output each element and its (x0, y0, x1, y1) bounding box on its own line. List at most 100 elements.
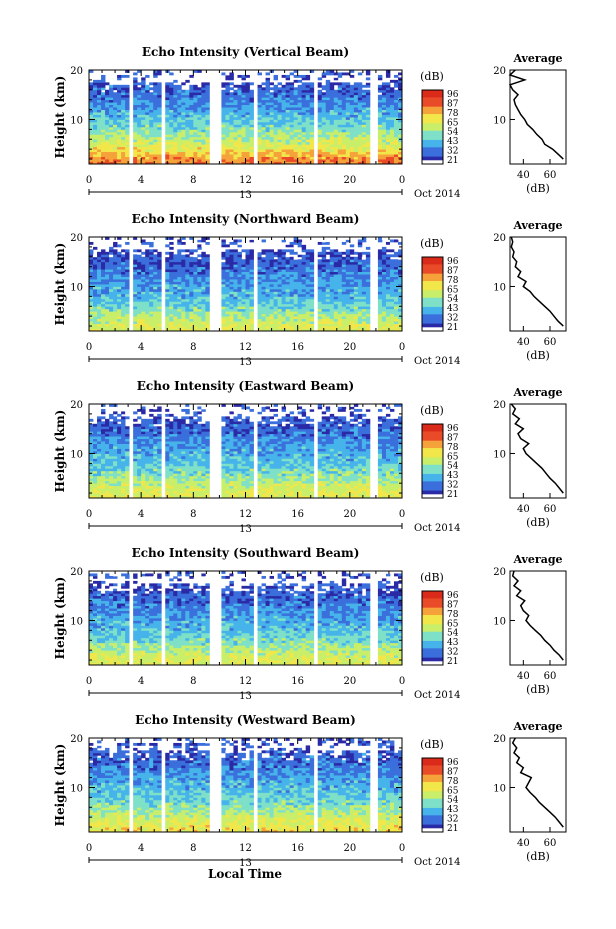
panel-2: Echo Intensity (Northward Beam)2010Heigh… (53, 212, 567, 368)
heatmap-cell (397, 274, 403, 277)
heatmap-cell (157, 72, 162, 76)
heatmap-cell (117, 126, 122, 130)
heatmap-cell (361, 316, 367, 320)
heatmap-cell (133, 124, 138, 128)
heatmap-cell (397, 328, 403, 332)
heatmap-cell (109, 129, 114, 133)
heatmap-cell (261, 326, 266, 329)
heatmap-cell (169, 259, 174, 263)
heatmap-cell (365, 284, 371, 287)
average-title: Average (512, 52, 562, 65)
heatmap-cell (221, 286, 226, 290)
heatmap-cell (385, 89, 391, 93)
heatmap-cell (149, 259, 154, 263)
heatmap-cell (365, 131, 371, 135)
heatmap-cell (249, 316, 254, 320)
heatmap-cell (305, 124, 311, 128)
heatmap-cell (141, 326, 146, 329)
heatmap-cell (105, 269, 110, 273)
heatmap-cell (113, 308, 118, 312)
heatmap-cell (361, 141, 367, 145)
colorbar-segment (422, 257, 443, 260)
heatmap-cell (305, 141, 311, 145)
heatmap-cell (229, 301, 234, 305)
heatmap-cell (113, 107, 118, 110)
heatmap-cell (317, 161, 323, 165)
heatmap-cell (165, 266, 170, 270)
heatmap-cell (377, 323, 383, 327)
heatmap-cell (345, 293, 351, 297)
heatmap-cell (289, 82, 295, 86)
heatmap-cell (229, 306, 234, 310)
heatmap-cell (297, 104, 303, 108)
heatmap-cell (393, 92, 399, 96)
heatmap-cell (397, 306, 403, 310)
heatmap-cell (89, 326, 94, 329)
heatmap-cell (113, 298, 118, 302)
heatmap-cell (385, 321, 391, 324)
heatmap-cell (325, 241, 331, 245)
heatmap-cell (265, 134, 270, 138)
heatmap-cell (337, 326, 343, 329)
heatmap-cell (105, 288, 110, 292)
heatmap-cell (245, 306, 250, 310)
heatmap-cell (385, 306, 391, 310)
heatmap-cell (293, 104, 299, 108)
heatmap-cell (333, 313, 339, 317)
heatmap-cell (345, 301, 351, 305)
heatmap-cell (205, 156, 210, 160)
heatmap-cell (249, 119, 254, 123)
heatmap-cell (121, 156, 126, 160)
heatmap-cell (329, 84, 335, 88)
heatmap-cell (285, 296, 291, 300)
heatmap-cell (185, 102, 190, 106)
heatmap-cell (297, 241, 303, 245)
heatmap-cell (89, 141, 94, 145)
heatmap-cell (273, 131, 278, 135)
heatmap-cell (337, 264, 343, 268)
heatmap-cell (233, 261, 238, 265)
heatmap-cell (185, 306, 190, 310)
heatmap-cell (105, 303, 110, 307)
heatmap-cell (257, 323, 262, 327)
heatmap-cell (229, 104, 234, 108)
heatmap-cell (393, 126, 399, 130)
heatmap-cell (153, 92, 158, 96)
heatmap-cell (113, 279, 118, 282)
heatmap-cell (153, 146, 158, 150)
heatmap-cell (229, 241, 234, 245)
heatmap-cell (321, 84, 327, 88)
heatmap-cell (285, 141, 291, 145)
heatmap-cell (385, 328, 391, 332)
heatmap-cell (397, 293, 403, 297)
heatmap-cell (169, 293, 174, 297)
heatmap-cell (277, 112, 283, 115)
heatmap-cell (153, 284, 158, 287)
heatmap-cell (117, 274, 122, 277)
heatmap-cell (301, 298, 307, 302)
heatmap-cell (189, 276, 194, 280)
heatmap-cell (201, 254, 206, 258)
heatmap-cell (377, 321, 383, 324)
average-x-tick-label: 40 (517, 337, 530, 348)
heatmap-cell (121, 136, 126, 140)
heatmap-cell (357, 326, 363, 329)
heatmap-cell (281, 151, 287, 155)
heatmap-cell (321, 266, 327, 270)
heatmap-cell (165, 87, 170, 91)
heatmap-cell (133, 284, 138, 287)
heatmap-cell (289, 121, 295, 125)
heatmap-cell (177, 281, 182, 285)
heatmap-cell (89, 470, 94, 474)
heatmap-cell (273, 326, 278, 329)
heatmap-cell (137, 303, 142, 307)
heatmap-cell (273, 154, 278, 157)
heatmap-cell (397, 298, 403, 302)
heatmap-cell (241, 112, 246, 115)
heatmap-cell (137, 99, 142, 103)
heatmap-cell (353, 151, 359, 155)
heatmap-cell (353, 134, 359, 138)
heatmap-cell (341, 279, 347, 282)
heatmap-cell (261, 281, 266, 285)
colorbar-tick-label: 21 (447, 156, 458, 166)
